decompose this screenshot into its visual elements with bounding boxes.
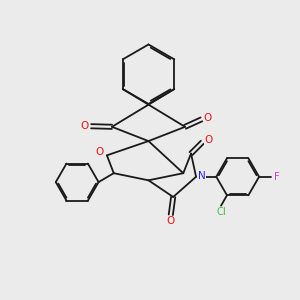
Text: O: O [203,113,212,123]
Text: O: O [204,135,212,145]
Text: Cl: Cl [216,207,226,217]
Text: O: O [167,216,175,226]
Text: O: O [80,121,89,130]
Text: O: O [95,147,104,158]
Text: N: N [197,171,205,181]
Text: F: F [274,172,280,182]
